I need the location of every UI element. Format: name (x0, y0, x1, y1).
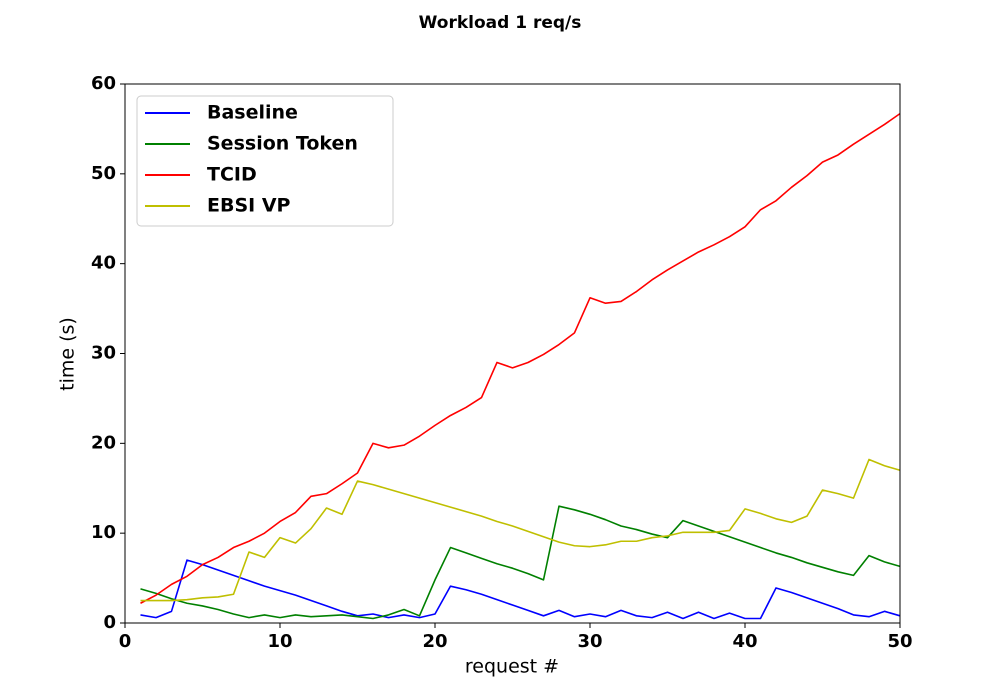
series-line (140, 505, 901, 620)
y-tick-label: 30 (91, 343, 116, 364)
series-line (140, 458, 901, 602)
plot-frame (124, 83, 901, 624)
y-tick-label: 10 (91, 522, 116, 543)
x-tick-label: 20 (422, 631, 447, 652)
x-tick-label: 30 (577, 631, 602, 652)
legend-label: Session Token (207, 133, 358, 155)
y-tick-label: 60 (91, 73, 116, 94)
legend-label: TCID (207, 164, 257, 186)
y-tick-label: 50 (91, 163, 116, 184)
x-axis-label: request # (465, 656, 559, 678)
legend-label: EBSI VP (207, 195, 291, 217)
chart-title: Workload 1 req/s (419, 13, 582, 33)
legend: Baseline Session Token TCID EBSI VP (136, 95, 394, 227)
y-axis-label: time (s) (57, 317, 79, 391)
x-tick-label: 0 (119, 631, 132, 652)
x-tick-label: 40 (732, 631, 757, 652)
y-tick-label: 40 (91, 253, 116, 274)
series-line (140, 112, 901, 604)
series-line (140, 559, 901, 620)
y-tick-label: 0 (103, 612, 116, 633)
x-tick-label: 10 (267, 631, 292, 652)
x-tick-label: 50 (887, 631, 912, 652)
legend-box (136, 95, 394, 227)
legend-label: Baseline (207, 102, 298, 124)
y-tick-label: 20 (91, 432, 116, 453)
